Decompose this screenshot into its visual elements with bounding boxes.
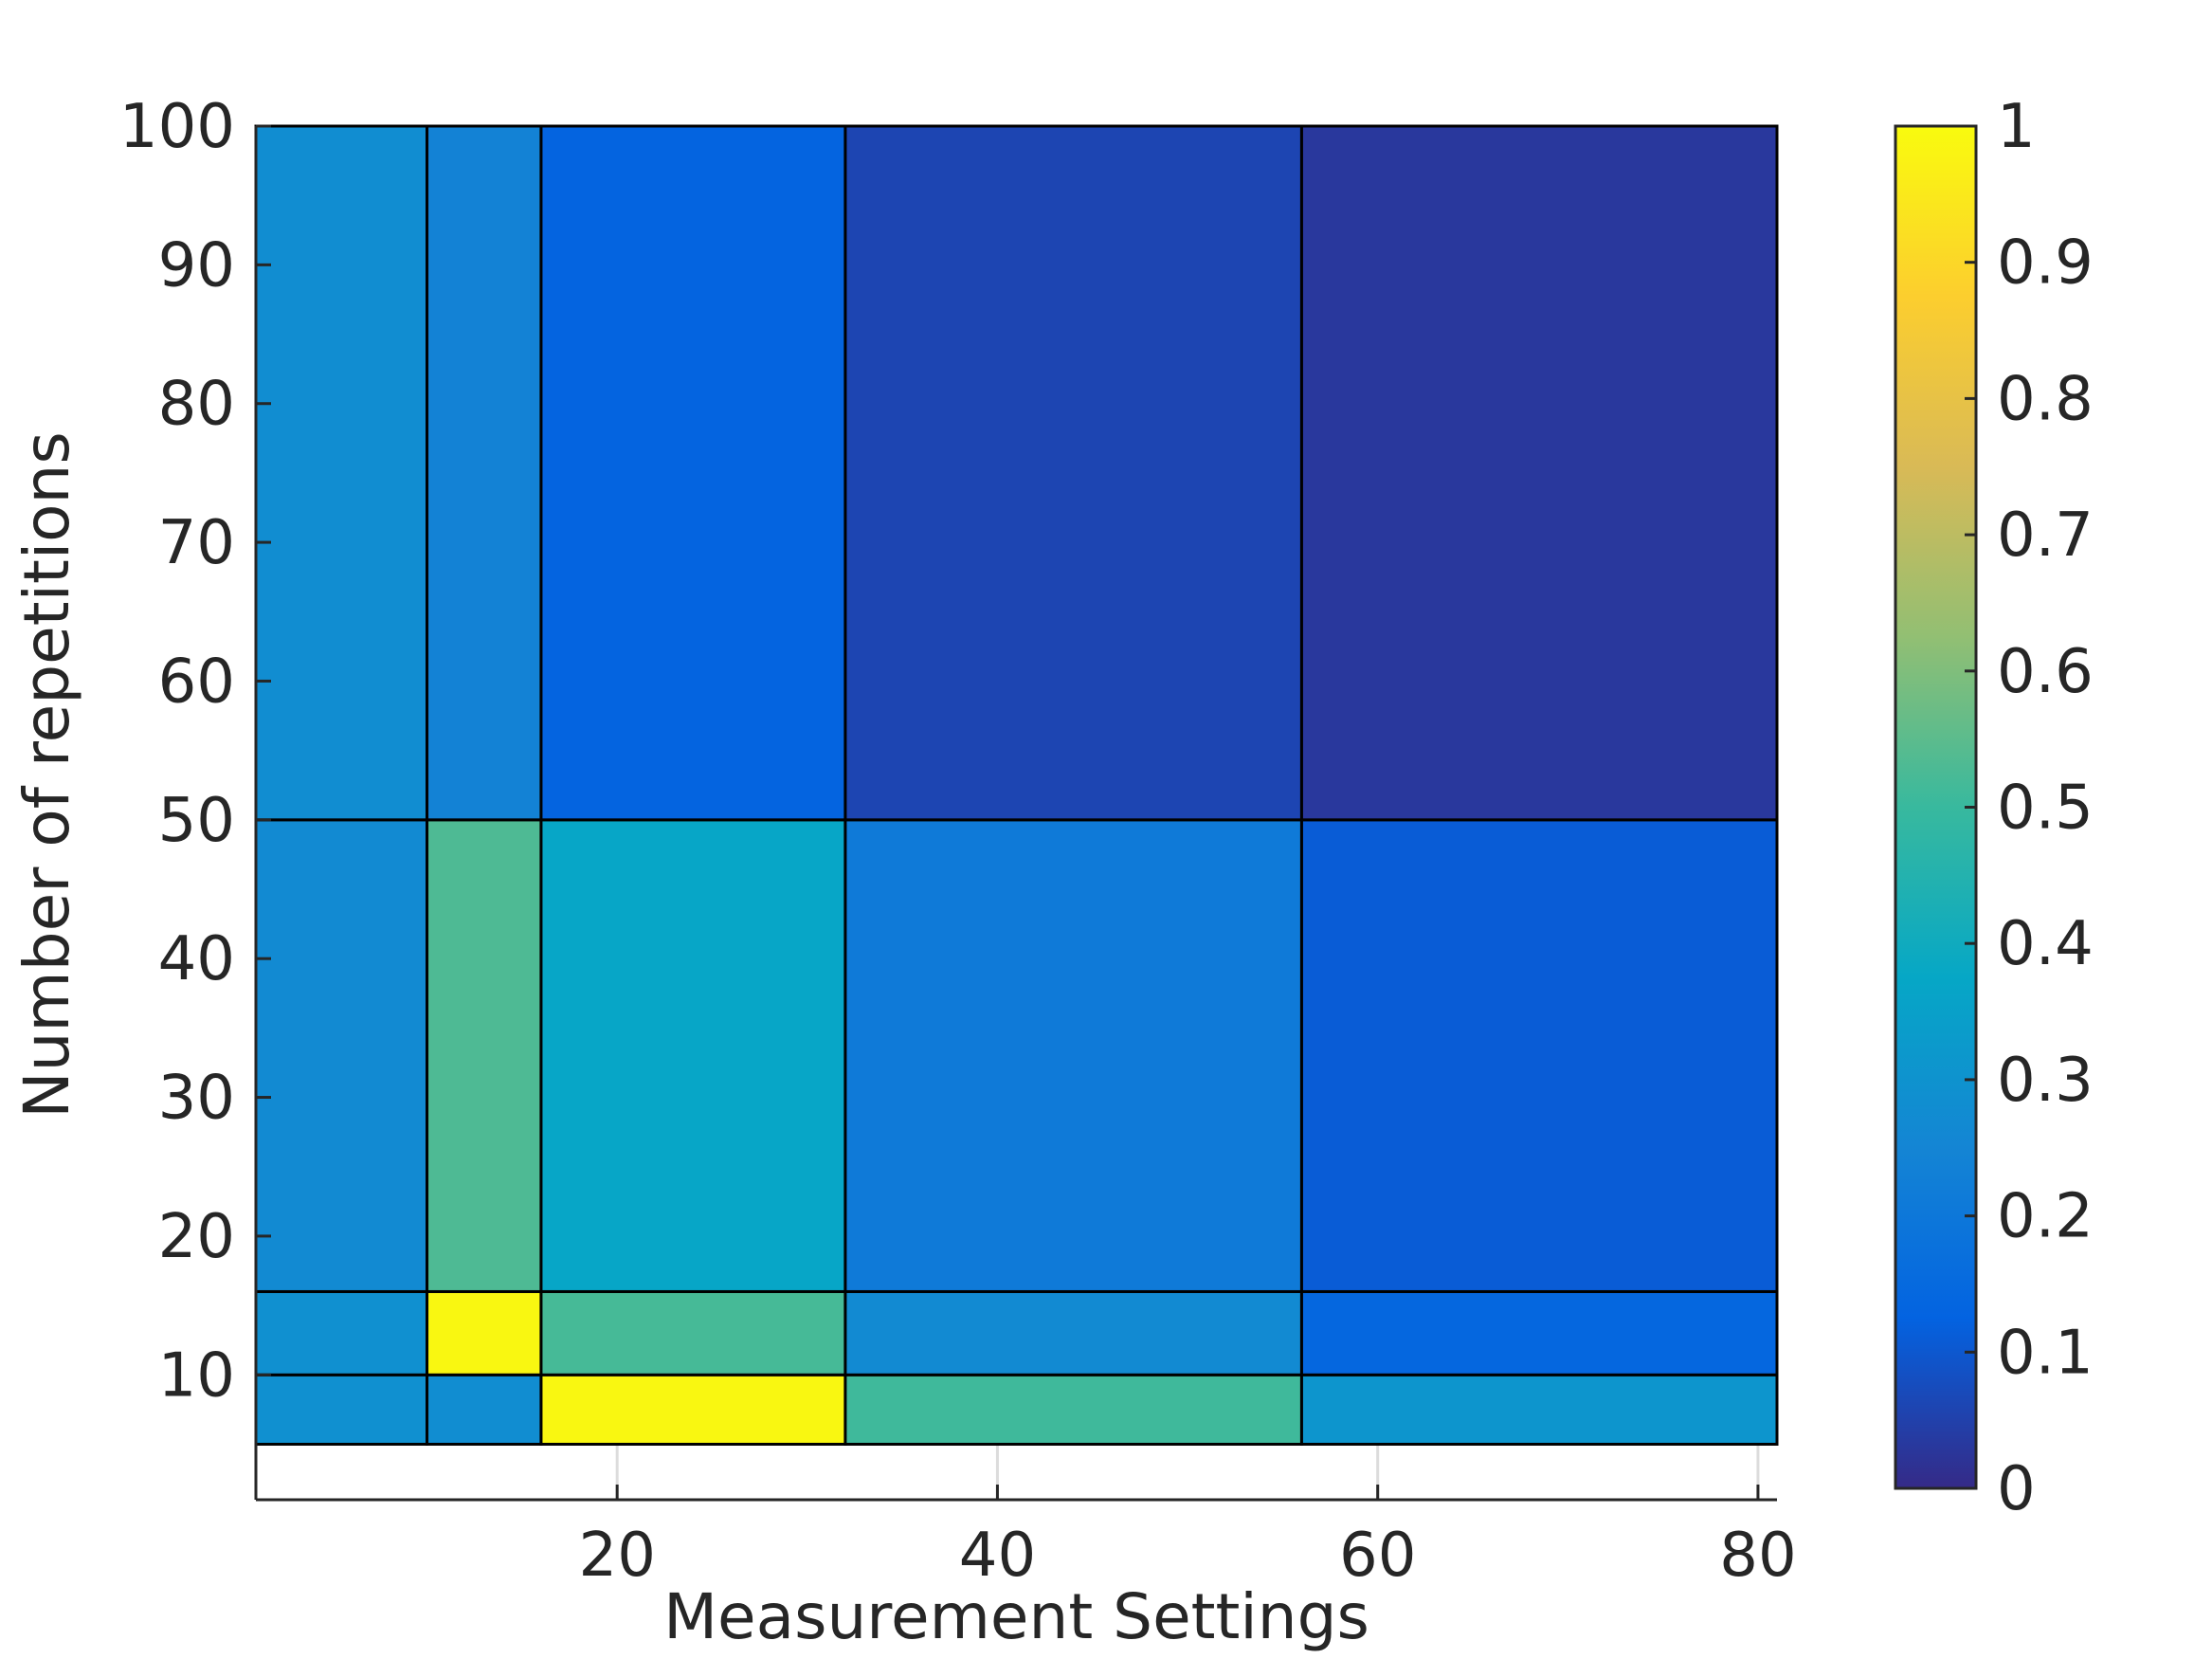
colorbar-tick-label: 0.7	[1997, 501, 2094, 571]
heatmap-cell	[539, 818, 847, 1293]
y-tick-label: 80	[158, 370, 235, 440]
colorbar: 0 0.1 0.2 0.3 0.4 0.5 0.6 0.7 0.8 0.9 1	[1894, 92, 2094, 1524]
y-tick-label: 70	[158, 508, 235, 578]
colorbar-tick-label: 0.8	[1997, 364, 2094, 434]
y-tick-label: 60	[158, 647, 235, 717]
x-axis-ticks: 20 40 60 80	[578, 1485, 1797, 1591]
axes	[254, 126, 1777, 1502]
y-tick-label: 20	[158, 1202, 235, 1272]
heatmap-cell	[254, 124, 429, 822]
x-axis-label: Measurement Settings	[663, 1580, 1369, 1653]
heatmap-cell	[426, 124, 543, 822]
colorbar-tick-label: 0.1	[1997, 1318, 2094, 1388]
y-axis-label: Number of repetitions	[10, 431, 83, 1119]
heatmap-cell	[1299, 1373, 1779, 1446]
heatmap-cell	[843, 124, 1303, 822]
y-tick-label: 100	[119, 92, 235, 162]
colorbar-tick-label: 0.2	[1997, 1182, 2094, 1252]
heatmap-cell	[843, 818, 1303, 1293]
heatmap-cell	[843, 1289, 1303, 1376]
y-tick-label: 40	[158, 924, 235, 994]
colorbar-tick-label: 0.3	[1997, 1046, 2094, 1116]
x-tick-label: 20	[578, 1521, 655, 1591]
heatmap-cell	[426, 1373, 543, 1446]
colorbar-tick-label: 0.6	[1997, 637, 2094, 707]
colorbar-tick-label: 0.9	[1997, 228, 2094, 299]
heatmap-cell	[1299, 818, 1779, 1293]
colorbar-gradient	[1894, 124, 1978, 1490]
x-tick-label: 60	[1339, 1521, 1416, 1591]
colorbar-tick-label: 1	[1997, 92, 2036, 162]
heatmap-cell	[843, 1373, 1303, 1446]
heatmap-cell	[539, 1289, 847, 1376]
y-tick-label: 10	[158, 1340, 235, 1411]
y-tick-label: 50	[158, 786, 235, 856]
y-tick-label: 90	[158, 230, 235, 301]
heatmap-cells	[254, 124, 1779, 1446]
x-tick-label: 80	[1719, 1521, 1796, 1591]
y-axis-ticks: 10 20 30 40 50 60 70 80 90 100	[119, 92, 271, 1411]
colorbar-tick-label: 0.5	[1997, 774, 2094, 844]
heatmap-cell	[1299, 1289, 1779, 1376]
colorbar-tick-label: 0	[1997, 1454, 2036, 1524]
x-tick-label: 40	[959, 1521, 1036, 1591]
heatmap-cell	[426, 1289, 543, 1376]
colorbar-tick-label: 0.4	[1997, 909, 2094, 979]
heatmap-cell	[1299, 124, 1779, 822]
heatmap-cell	[254, 1289, 429, 1376]
heatmap-cell	[539, 124, 847, 822]
heatmap-cell	[426, 818, 543, 1293]
heatmap-cell	[539, 1373, 847, 1446]
y-tick-label: 30	[158, 1064, 235, 1134]
heatmap-cell	[254, 1373, 429, 1446]
heatmap-cell	[254, 818, 429, 1293]
